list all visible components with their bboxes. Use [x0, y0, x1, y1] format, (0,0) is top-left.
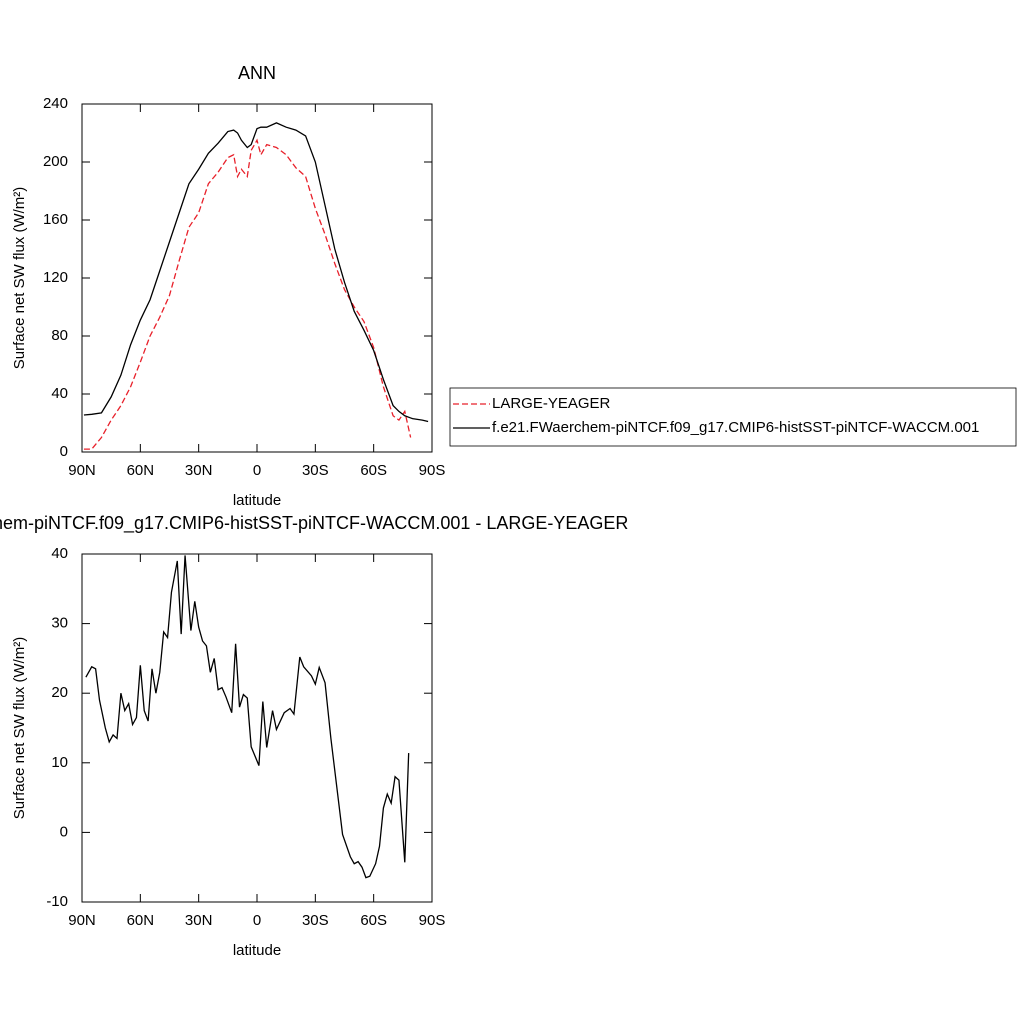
x-tick-label: 0: [253, 912, 261, 929]
x-tick-label: 90N: [68, 912, 96, 929]
y-axis-label: Surface net SW flux (W/m²): [11, 187, 28, 370]
y-tick-label: 160: [43, 211, 68, 228]
chart-title: ANN: [238, 63, 276, 83]
x-tick-label: 60N: [127, 912, 155, 929]
y-tick-label: 40: [51, 545, 68, 562]
x-tick-label: 30N: [185, 462, 213, 479]
chart-title: f.e21.FWaerchem-piNTCF.f09_g17.CMIP6-his…: [0, 513, 628, 534]
y-tick-label: 30: [51, 615, 68, 632]
x-tick-label: 90S: [419, 462, 446, 479]
y-tick-label: 0: [60, 823, 68, 840]
y-tick-label: 80: [51, 327, 68, 344]
legend-label: LARGE-YEAGER: [492, 395, 611, 412]
x-tick-label: 60S: [360, 912, 387, 929]
y-tick-label: 200: [43, 153, 68, 170]
y-tick-label: -10: [46, 893, 68, 910]
x-axis-label: latitude: [233, 492, 281, 509]
y-tick-label: 20: [51, 684, 68, 701]
x-tick-label: 30S: [302, 912, 329, 929]
data-line: [85, 555, 410, 879]
legend-box: [449, 387, 1017, 447]
plot-frame: [81, 553, 433, 903]
data-line: [83, 138, 412, 450]
y-axis-label: Surface net SW flux (W/m²): [11, 637, 28, 820]
y-tick-label: 10: [51, 754, 68, 771]
data-line: [83, 122, 429, 423]
y-tick-label: 120: [43, 269, 68, 286]
x-axis-label: latitude: [233, 942, 281, 959]
x-tick-label: 0: [253, 462, 261, 479]
x-tick-label: 30N: [185, 912, 213, 929]
plot-frame: [81, 103, 433, 453]
x-tick-label: 90N: [68, 462, 96, 479]
x-tick-label: 60S: [360, 462, 387, 479]
y-tick-label: 240: [43, 95, 68, 112]
y-tick-label: 40: [51, 385, 68, 402]
legend-label: f.e21.FWaerchem-piNTCF.f09_g17.CMIP6-his…: [492, 419, 979, 436]
x-tick-label: 60N: [127, 462, 155, 479]
y-tick-label: 0: [60, 443, 68, 460]
x-tick-label: 30S: [302, 462, 329, 479]
x-tick-label: 90S: [419, 912, 446, 929]
